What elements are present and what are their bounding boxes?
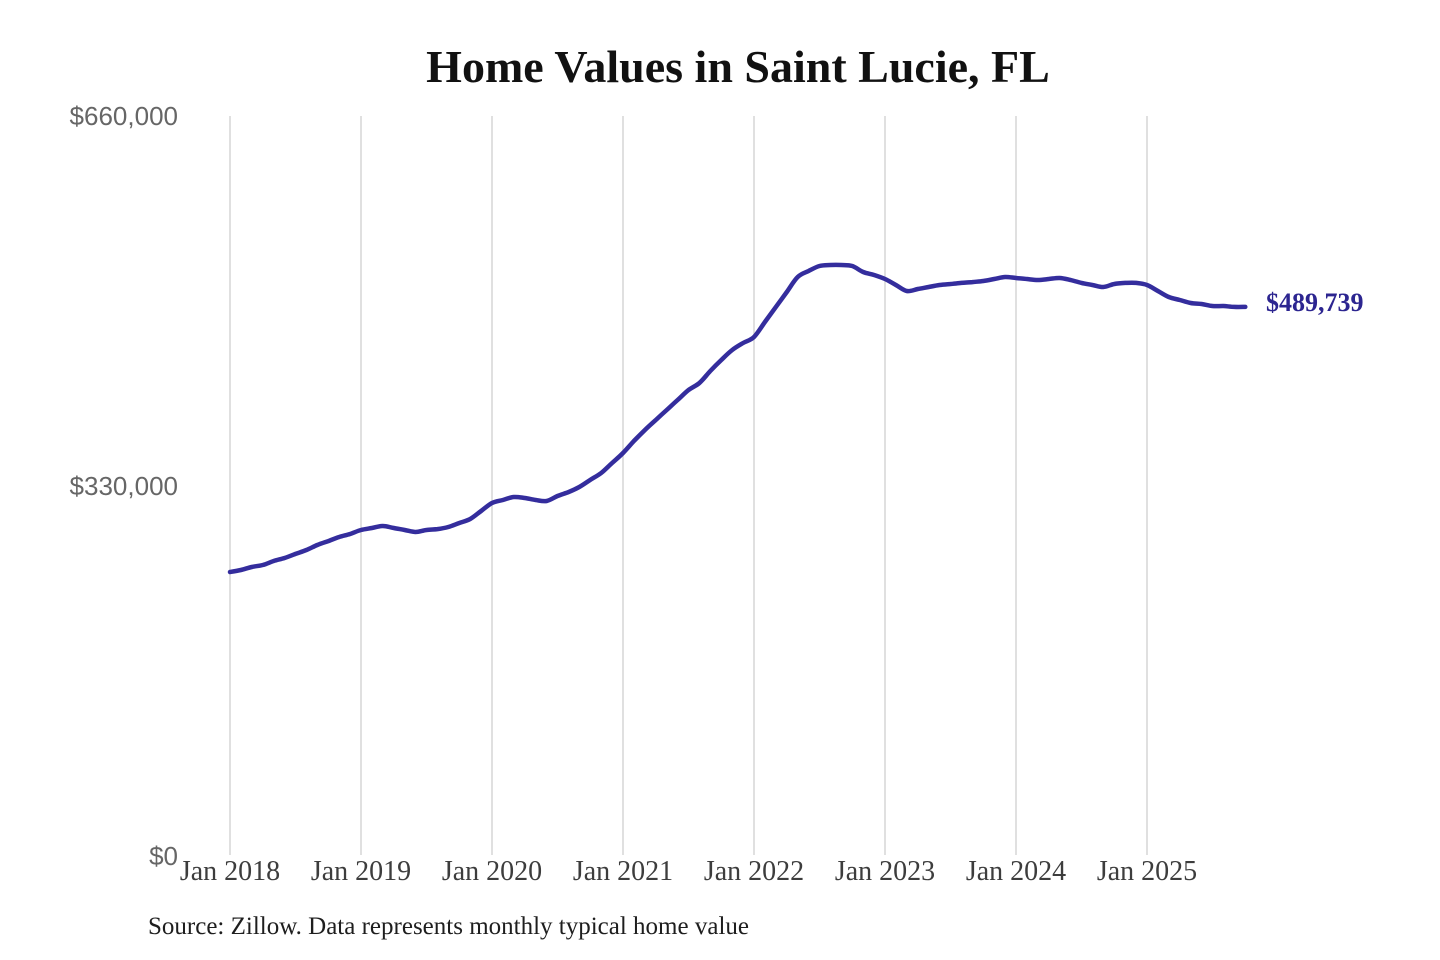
x-tick-label: Jan 2019 [310,856,412,887]
x-tick-label: Jan 2020 [441,856,543,887]
x-tick-label: Jan 2022 [703,856,805,887]
x-tick-label: Jan 2025 [1096,856,1198,887]
x-tick-label: Jan 2024 [965,856,1067,887]
x-tick-label: Jan 2023 [834,856,936,887]
latest-value-label: $489,739 [1266,288,1364,317]
y-tick-label: $660,000 [69,101,178,131]
x-tick-label: Jan 2018 [179,856,281,887]
source-note: Source: Zillow. Data represents monthly … [148,913,749,940]
chart-title: Home Values in Saint Lucie, FL [426,41,1050,92]
y-tick-label: $0 [149,841,178,871]
x-tick-label: Jan 2021 [572,856,674,887]
home-value-line [227,262,1248,575]
y-tick-label: $330,000 [69,471,178,501]
